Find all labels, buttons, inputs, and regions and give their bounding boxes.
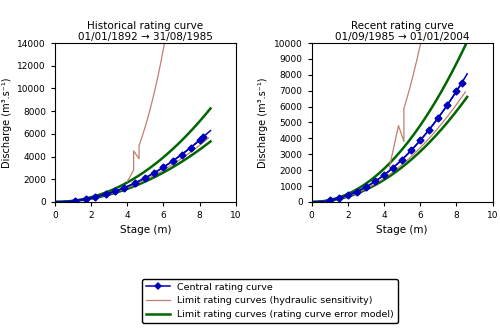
Title: Recent rating curve
01/09/1985 → 01/01/2004: Recent rating curve 01/09/1985 → 01/01/2…	[335, 21, 469, 42]
Legend: Central rating curve, Limit rating curves (hydraulic sensitivity), Limit rating : Central rating curve, Limit rating curve…	[142, 279, 398, 323]
Y-axis label: Discharge (m³.s⁻¹): Discharge (m³.s⁻¹)	[2, 77, 12, 168]
X-axis label: Stage (m): Stage (m)	[120, 225, 171, 235]
X-axis label: Stage (m): Stage (m)	[376, 225, 428, 235]
Y-axis label: Discharge (m³.s⁻¹): Discharge (m³.s⁻¹)	[258, 77, 268, 168]
Title: Historical rating curve
01/01/1892 → 31/08/1985: Historical rating curve 01/01/1892 → 31/…	[78, 21, 213, 42]
